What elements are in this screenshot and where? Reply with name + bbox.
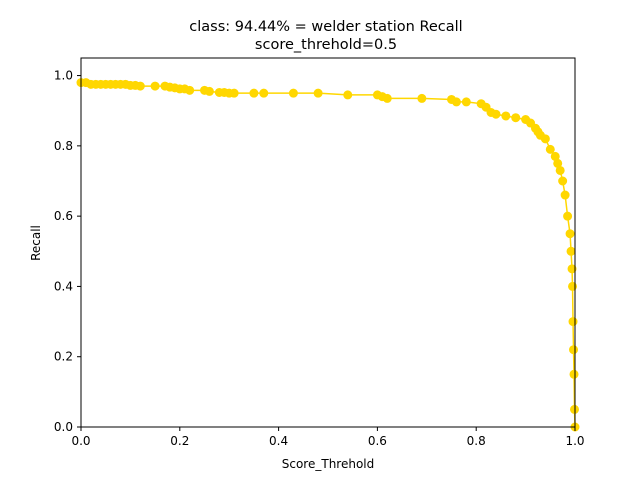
y-tick-label: 0.2: [54, 350, 73, 364]
y-tick-label: 0.4: [54, 279, 73, 293]
data-point: [569, 345, 579, 355]
data-point: [569, 369, 579, 379]
axis-ticks: 0.0 0.2 0.4 0.6 0.8 1.0 0.0 0.2 0.4 0.6 0.8 1.0: [54, 69, 585, 448]
plot-area: [76, 78, 580, 432]
x-tick-label: 0.2: [170, 434, 189, 448]
data-point: [382, 93, 392, 103]
data-point: [567, 264, 577, 274]
data-point: [185, 85, 195, 95]
data-point: [288, 88, 298, 98]
data-point: [249, 88, 259, 98]
data-point: [204, 86, 214, 96]
y-tick-label: 0.0: [54, 420, 73, 434]
data-point: [558, 176, 568, 186]
data-point: [566, 246, 576, 256]
data-point: [451, 97, 461, 107]
x-axis-label: Score_Threhold: [282, 457, 375, 471]
data-point: [461, 97, 471, 107]
x-tick-label: 0.8: [467, 434, 486, 448]
data-point: [560, 190, 570, 200]
y-tick-label: 0.6: [54, 209, 73, 223]
data-point: [259, 88, 269, 98]
data-point: [565, 229, 575, 239]
data-point: [568, 317, 578, 327]
data-point: [555, 165, 565, 175]
x-tick-label: 1.0: [565, 434, 584, 448]
x-tick-label: 0.4: [269, 434, 288, 448]
y-tick-label: 1.0: [54, 69, 73, 83]
data-point: [540, 134, 550, 144]
data-point: [501, 111, 511, 121]
data-point: [229, 88, 239, 98]
chart-title: class: 94.44% = welder station Recall: [189, 19, 462, 35]
x-tick-label: 0.6: [368, 434, 387, 448]
data-point: [135, 81, 145, 91]
chart-subtitle: score_threhold=0.5: [255, 37, 397, 53]
data-point: [150, 81, 160, 91]
data-point: [545, 144, 555, 154]
y-tick-label: 0.8: [54, 139, 73, 153]
y-axis-label: Recall: [29, 225, 43, 261]
axes-frame: [80, 57, 576, 428]
data-point: [511, 113, 521, 123]
data-point: [563, 211, 573, 221]
x-tick-label: 0.0: [71, 434, 90, 448]
data-point: [343, 90, 353, 100]
data-point: [417, 93, 427, 103]
data-point: [491, 109, 501, 119]
data-point: [313, 88, 323, 98]
